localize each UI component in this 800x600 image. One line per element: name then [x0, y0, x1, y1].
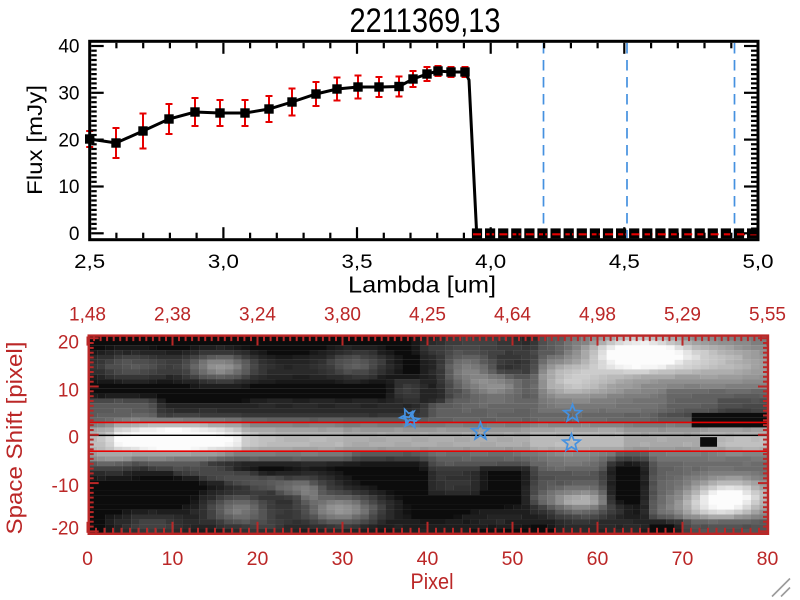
svg-text:30: 30 — [332, 548, 354, 570]
svg-text:Pixel: Pixel — [411, 569, 454, 594]
svg-text:5,0: 5,0 — [743, 252, 774, 273]
svg-text:2211369,13: 2211369,13 — [350, 2, 501, 40]
svg-text:60: 60 — [587, 548, 609, 570]
svg-text:Space Shift [pixel]: Space Shift [pixel] — [2, 342, 27, 535]
svg-text:50: 50 — [502, 548, 524, 570]
svg-text:Flux [mJy]: Flux [mJy] — [24, 85, 47, 195]
svg-text:1,48: 1,48 — [69, 305, 106, 326]
svg-text:0: 0 — [69, 224, 80, 245]
svg-text:0: 0 — [82, 548, 93, 570]
svg-text:20: 20 — [58, 130, 79, 151]
svg-text:4,0: 4,0 — [475, 252, 506, 273]
svg-text:10: 10 — [58, 381, 79, 402]
svg-text:-20: -20 — [52, 519, 79, 540]
svg-text:3,80: 3,80 — [324, 305, 361, 326]
svg-text:5,55: 5,55 — [749, 305, 786, 326]
svg-text:-10: -10 — [52, 476, 79, 497]
svg-text:40: 40 — [417, 548, 439, 570]
svg-text:2,38: 2,38 — [154, 305, 191, 326]
svg-text:3,0: 3,0 — [208, 252, 239, 273]
svg-text:4,98: 4,98 — [579, 305, 616, 326]
svg-text:10: 10 — [162, 548, 184, 570]
svg-text:20: 20 — [58, 333, 79, 354]
svg-text:4,25: 4,25 — [409, 305, 446, 326]
svg-text:3,24: 3,24 — [239, 305, 276, 326]
svg-text:40: 40 — [58, 37, 79, 58]
svg-text:10: 10 — [58, 177, 79, 198]
svg-text:4,5: 4,5 — [609, 252, 640, 273]
svg-text:3,5: 3,5 — [342, 252, 373, 273]
svg-text:80: 80 — [757, 548, 779, 570]
svg-text:0: 0 — [68, 428, 79, 449]
svg-text:30: 30 — [58, 84, 79, 105]
svg-text:4,64: 4,64 — [494, 305, 531, 326]
svg-text:70: 70 — [672, 548, 694, 570]
svg-text:2,5: 2,5 — [74, 252, 105, 273]
svg-text:Lambda [um]: Lambda [um] — [348, 272, 496, 298]
svg-text:20: 20 — [247, 548, 269, 570]
svg-text:5,29: 5,29 — [664, 305, 701, 326]
